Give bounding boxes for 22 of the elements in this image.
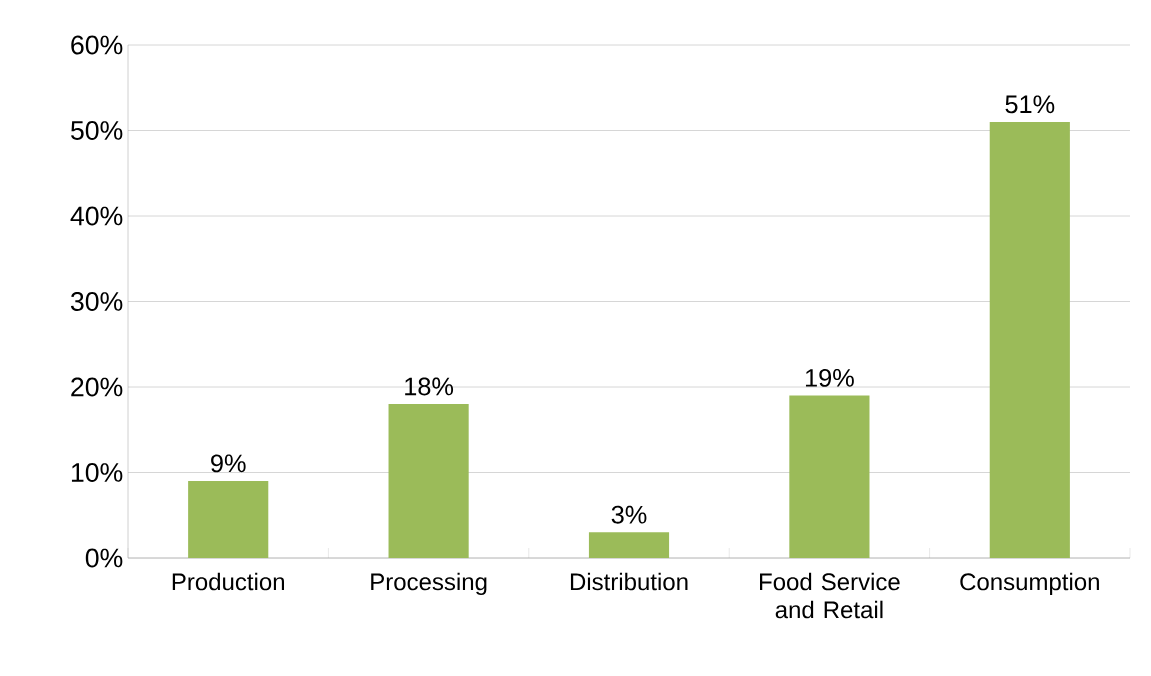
y-tick-label: 40% [70, 206, 123, 226]
data-label: 18% [405, 377, 454, 396]
y-tick-label: 50% [70, 121, 123, 140]
y-tick-label: 10% [71, 463, 123, 482]
y-tick-label: 30% [70, 292, 123, 311]
x-tick-label: Distribution [570, 572, 688, 591]
bar [789, 395, 870, 558]
y-tick-label: 0% [85, 548, 123, 568]
y-tick-label: 60% [71, 35, 123, 55]
y-tick-label: 20% [71, 377, 123, 397]
bar [588, 532, 670, 558]
bar [989, 121, 1070, 558]
x-tick-label: Consumption [960, 572, 1099, 596]
data-label: 19% [805, 368, 854, 387]
x-tick-label: Food Service and Retail [760, 572, 900, 619]
bar [388, 404, 469, 558]
data-label: 51% [1005, 95, 1055, 114]
data-label: 3% [611, 505, 647, 524]
x-tick-label: Processing [371, 572, 487, 596]
x-tick-label: Production [172, 572, 285, 591]
data-label: 9% [211, 454, 246, 473]
bar [188, 481, 269, 558]
